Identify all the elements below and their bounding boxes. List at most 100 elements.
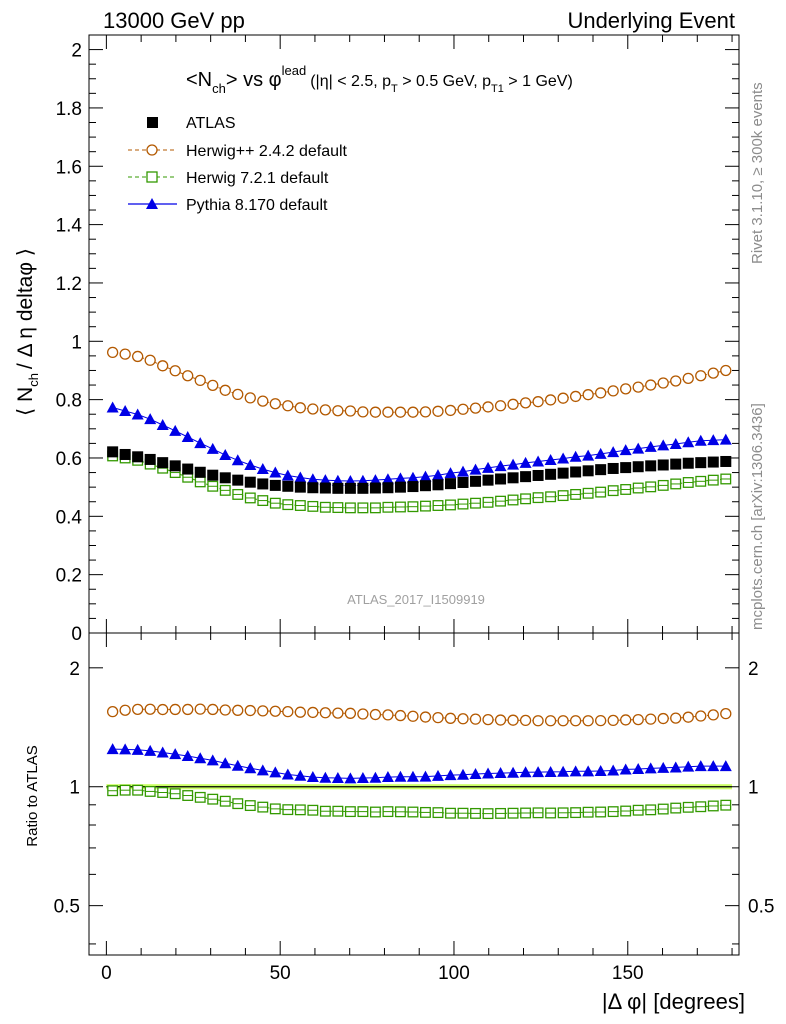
ratio-point-herwigpp [157,703,169,716]
ratio-frame [88,632,740,956]
main-point-atlas [169,460,181,472]
main-point-pythia [181,430,194,442]
main-point-herwigpp [657,377,669,389]
main-point-herwigpp [244,392,256,404]
main-point-atlas [532,469,544,481]
main-point-pythia [106,401,119,413]
ratio-point-herwigpp [369,708,382,721]
main-point-atlas [607,462,619,474]
ratio-point-pythia [532,766,545,778]
ratio-point-herwigpp [419,711,432,723]
main-point-herwigpp [457,403,469,415]
ratio-point-herwigpp [207,703,219,716]
ratio-point-herwigpp [294,706,306,718]
main-point-atlas [682,457,694,469]
ratio-point-pythia [256,764,269,776]
ratio-point-herwigpp [670,712,682,724]
ratio-reference-band [106,784,733,790]
ylabel-main-rest: / Δ η deltaφ ⟩ [14,248,37,369]
main-point-herwigpp [357,406,369,418]
main-point-herwigpp [169,365,181,377]
title-main: <N [186,69,212,91]
ratio-point-pythia [119,743,132,755]
main-point-atlas [382,482,394,494]
title-main-sub: ch [212,81,226,96]
legend-marker-pythia [146,198,158,209]
ratio-series-group [106,703,732,820]
ratio-point-herwigpp [507,714,519,726]
ratio-point-herwigpp [106,706,119,718]
y-axis-label-ratio: Ratio to ATLAS [24,745,41,846]
main-point-atlas [194,466,206,478]
ratio-y-tick-label-right: 0.5 [748,897,774,918]
ratio-point-herwigpp [482,713,494,726]
ratio-point-herwigpp [532,715,544,727]
ylabel-main-sub: ch [26,373,41,387]
ratio-point-pythia [219,757,232,769]
ratio-y-tick-label-right: 2 [748,659,759,680]
ratio-point-pythia [144,744,157,756]
main-point-herwigpp [569,390,582,403]
ratio-point-herwigpp [707,709,719,721]
ratio-line-pythia [112,748,726,779]
ratio-point-herwigpp [382,709,394,721]
x-axis-ticks: 0 50 100 150 [101,35,733,984]
ratio-point-herwigpp [695,710,707,722]
main-point-atlas [520,471,532,483]
ratio-point-herwigpp [569,715,582,727]
main-y-tick-label: 1.8 [56,99,82,120]
main-point-atlas [507,472,519,484]
main-point-atlas [357,482,369,494]
ratio-point-pythia [394,770,407,782]
ratio-point-pythia [644,762,657,774]
ratio-point-herwigpp [182,703,194,716]
main-y-axis-ticks: 0 0.2 0.4 0.6 0.8 1 1.2 1.4 1.6 1.8 2 [56,41,739,645]
x-tick-label: 150 [612,963,644,984]
main-y-tick-label: 1 [71,332,82,353]
ratio-point-herwigpp [232,704,244,716]
main-point-atlas [457,476,469,488]
ratio-point-herwigpp [219,704,231,716]
ratio-point-herwigpp [494,714,507,726]
main-point-atlas [545,468,557,480]
ratio-point-herwigpp [144,703,156,715]
main-point-herwigpp [607,385,619,397]
main-point-atlas [632,461,644,473]
legend-marker-atlas [147,117,158,128]
main-point-herwigpp [232,388,244,401]
main-point-pythia [206,442,219,454]
main-point-pythia [544,454,557,466]
main-point-herwigpp [132,350,144,363]
main-point-atlas [157,457,169,469]
mcplots-label: mcplots.cern.ch [arXiv:1306.3436] [749,403,766,630]
main-point-pythia [381,473,394,485]
main-point-pythia [169,424,182,436]
ratio-point-herwigpp [357,708,369,720]
main-point-atlas [470,475,482,487]
ratio-point-pythia [469,768,482,780]
main-point-atlas [207,469,219,481]
ratio-point-pythia [632,762,645,774]
main-point-herwigpp [595,387,607,399]
main-point-pythia [519,456,532,468]
main-point-atlas [369,482,381,494]
ratio-point-pythia [356,772,369,784]
header-left: 13000 GeV pp [103,8,245,33]
main-point-atlas [107,446,119,458]
main-point-herwigpp [582,389,594,401]
main-point-atlas [595,464,607,476]
main-point-atlas [232,474,244,486]
main-point-atlas [282,480,294,492]
main-point-atlas [707,456,719,468]
ratio-point-herwigpp [557,715,569,727]
main-series-group [106,346,732,514]
main-point-herwigpp [482,401,494,413]
main-point-herwigpp [695,370,707,382]
main-point-atlas [407,481,419,493]
main-point-herwigpp [645,379,657,391]
main-point-pythia [457,465,470,477]
ratio-point-pythia [457,768,470,780]
main-point-pythia [194,437,207,449]
main-point-atlas [419,480,431,492]
ratio-y-tick-label-right: 1 [748,778,759,799]
